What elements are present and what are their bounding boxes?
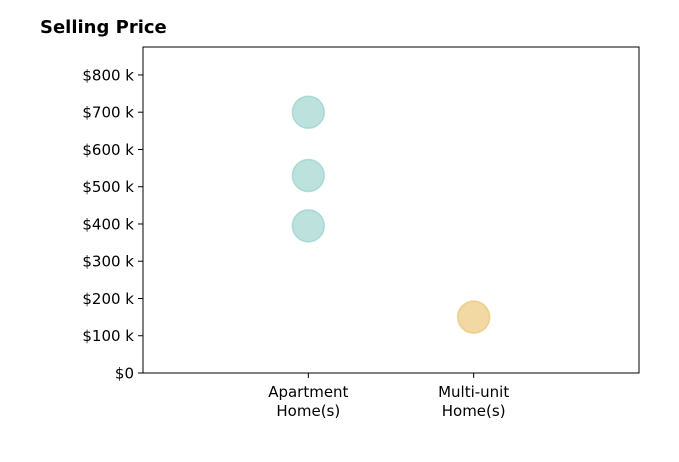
y-tick-label: $300 k [82,253,134,271]
y-tick-label: $400 k [82,215,134,233]
x-tick-label: Multi-unit Home(s) [438,383,510,420]
y-tick-label: $800 k [82,66,134,84]
y-tick-label: $200 k [82,290,134,308]
y-tick-label: $100 k [82,327,134,345]
y-tick-label: $700 k [82,104,134,122]
x-tick-label: Apartment Home(s) [268,383,349,420]
point [291,95,326,129]
chart-title: Selling Price [40,17,167,38]
y-tick-label: $600 k [82,141,134,159]
point [456,300,491,334]
y-tick-label: $500 k [82,178,134,196]
plot-frame [142,46,640,374]
y-tick-label: $0 [115,365,134,383]
point [291,209,326,243]
point [291,158,326,193]
